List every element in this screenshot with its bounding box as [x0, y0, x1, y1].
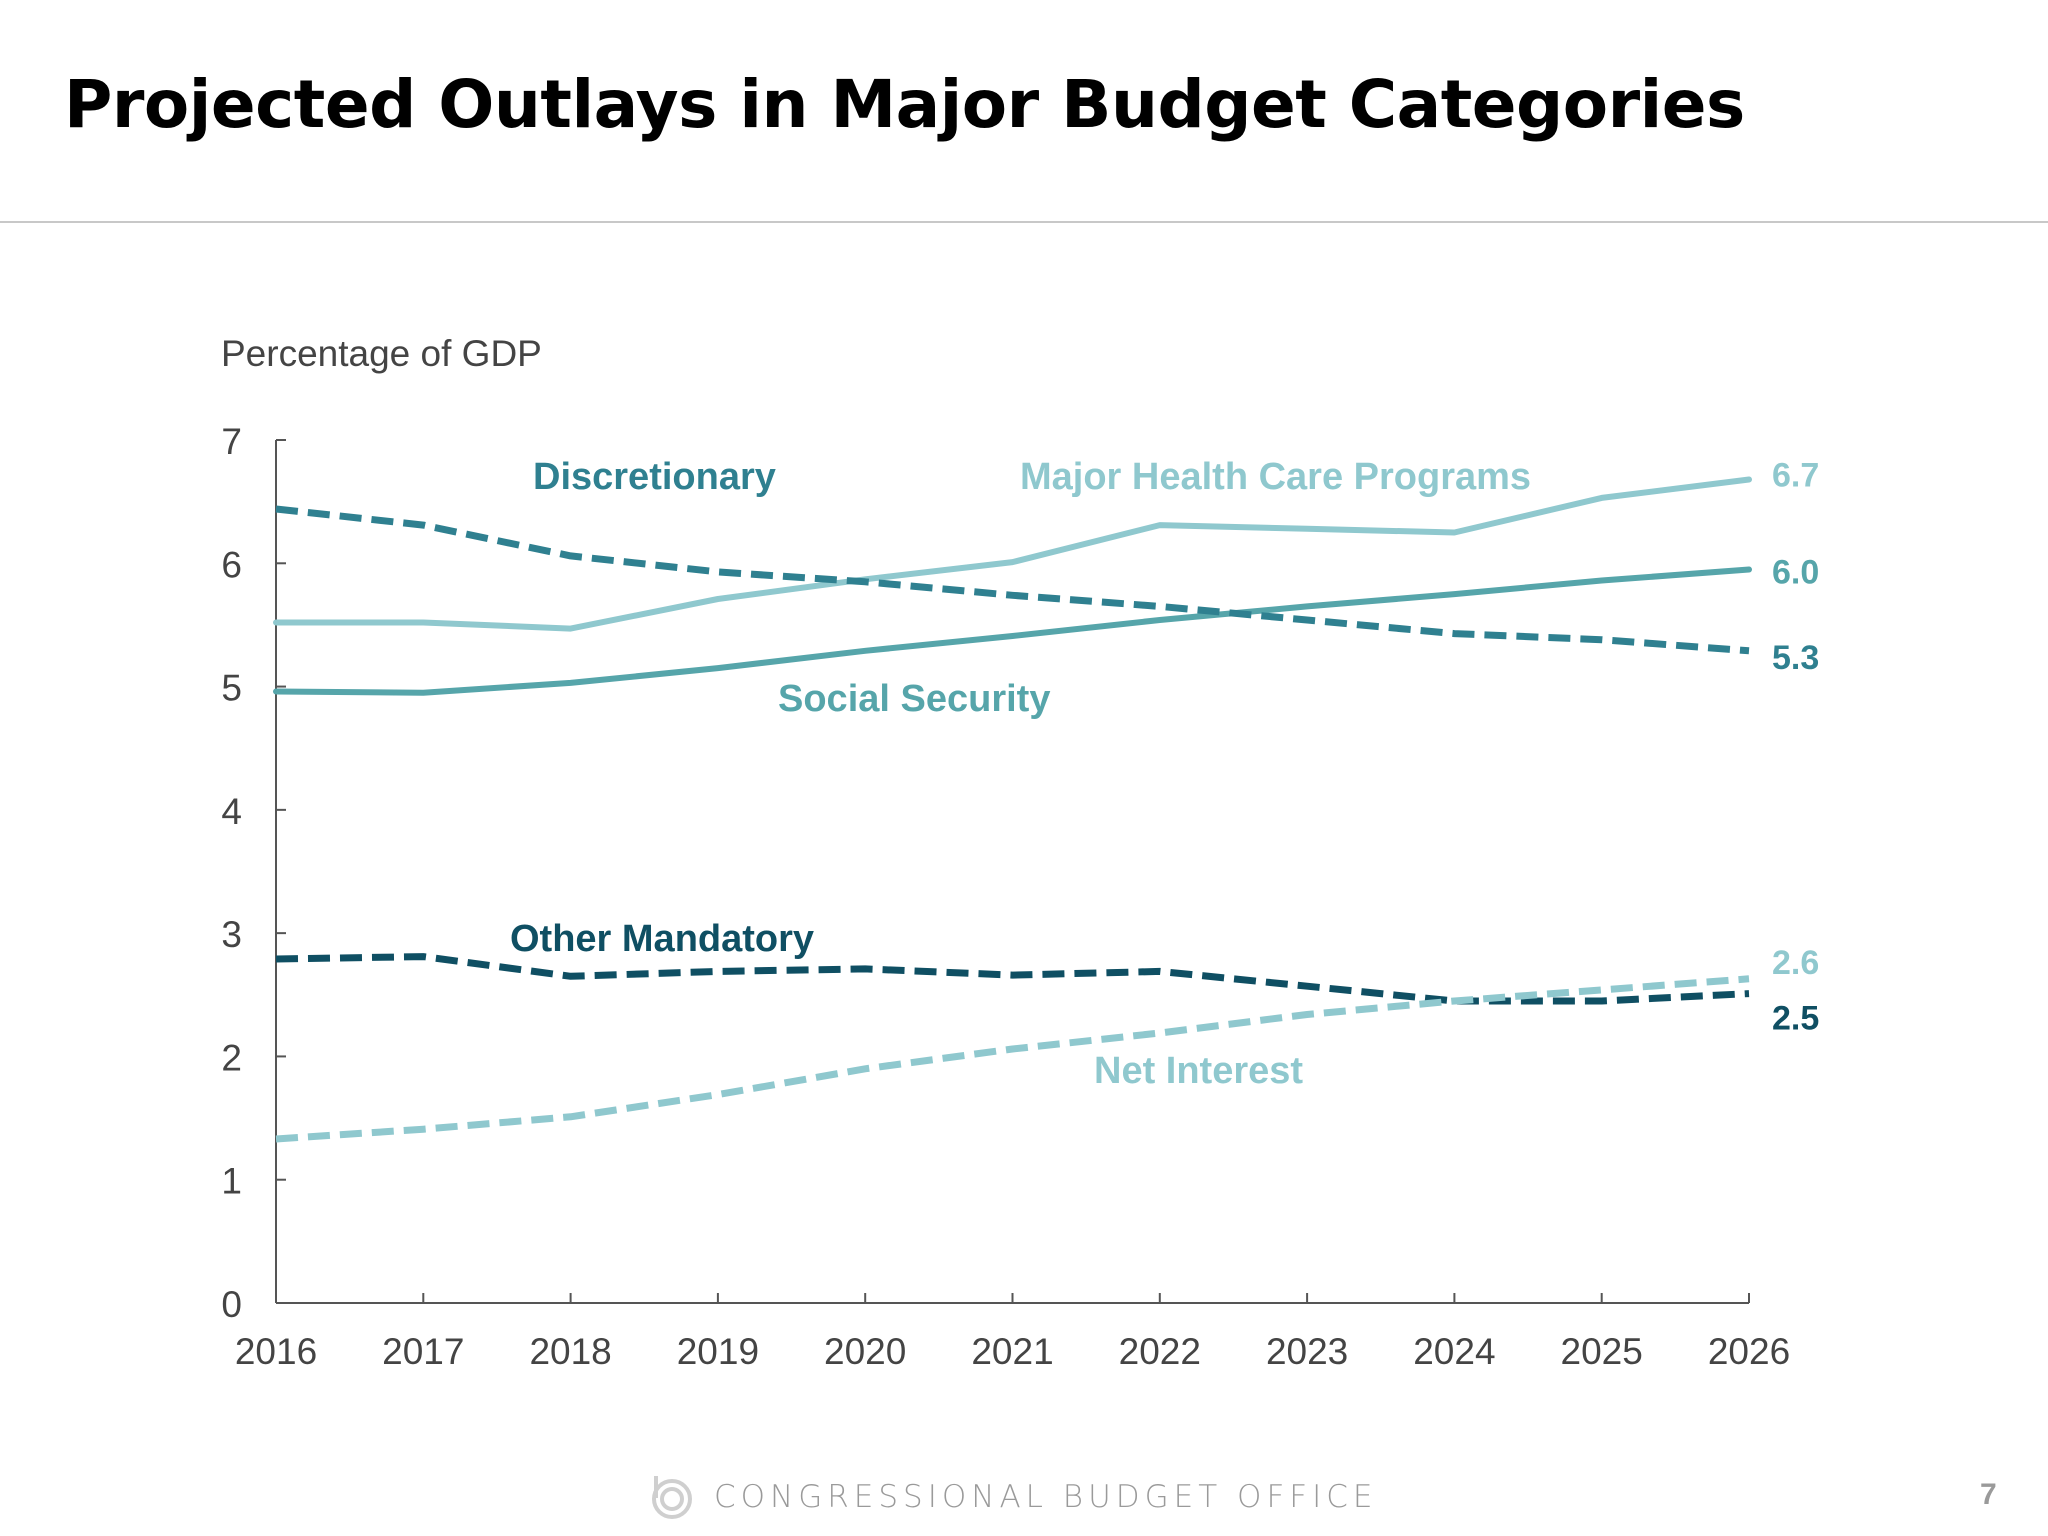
x-tick-label: 2019 [677, 1331, 759, 1372]
series-end-value-label: 6.7 [1772, 456, 1819, 494]
y-tick-label: 4 [221, 791, 242, 832]
series-labels: Major Health Care Programs 6.7 Social Secu… [510, 456, 1819, 1092]
y-tick-label: 6 [221, 544, 242, 585]
y-tick-label: 1 [221, 1161, 242, 1202]
y-tick-label: 7 [221, 421, 242, 462]
series-name-label: Social Security [778, 678, 1050, 720]
series-name-label: Net Interest [1094, 1050, 1303, 1092]
cbo-logo-icon [652, 1476, 692, 1519]
x-tick-label: 2021 [971, 1331, 1053, 1372]
x-tick-label: 2026 [1708, 1331, 1790, 1372]
y-axis-label: Percentage of GDP [221, 333, 542, 374]
series-line-discretionary [275, 505, 1750, 655]
series-name-label: Other Mandatory [510, 918, 814, 960]
y-tick-label: 5 [221, 668, 242, 709]
y-tick-label: 0 [221, 1284, 242, 1325]
footer-org-name: CONGRESSIONAL BUDGET OFFICE [714, 1479, 1378, 1515]
series-line-major-health-care-programs [273, 476, 1752, 632]
x-tick-label: 2016 [235, 1331, 317, 1372]
series-end-value-label: 2.5 [1772, 1000, 1819, 1038]
series-name-label: Discretionary [533, 456, 776, 498]
x-tick-label: 2023 [1266, 1331, 1348, 1372]
x-tick-label: 2018 [529, 1331, 611, 1372]
footer: CONGRESSIONAL BUDGET OFFICE [650, 1474, 1378, 1520]
x-tick-label: 2024 [1413, 1331, 1495, 1372]
axes: 0 1 2 3 4 5 6 7 2016 2017 2018 2019 2020 2021 2022 2023… [221, 421, 1790, 1372]
series-line-social-security [273, 566, 1752, 696]
title-divider [0, 221, 2048, 223]
series-end-value-label: 5.3 [1772, 639, 1819, 677]
series-lines [273, 476, 1752, 1143]
x-tick-label: 2022 [1119, 1331, 1201, 1372]
x-tick-label: 2025 [1561, 1331, 1643, 1372]
x-tick-label: 2017 [382, 1331, 464, 1372]
series-line-net-interest [275, 975, 1750, 1143]
page-number: 7 [1980, 1478, 1997, 1511]
page-title: Projected Outlays in Major Budget Catego… [64, 66, 1745, 143]
series-name-label: Major Health Care Programs [1020, 456, 1531, 498]
y-tick-label: 2 [221, 1037, 242, 1078]
series-line-other-mandatory [275, 953, 1750, 1005]
x-tick-label: 2020 [824, 1331, 906, 1372]
y-tick-label: 3 [221, 914, 242, 955]
series-end-value-label: 2.6 [1772, 944, 1819, 982]
series-end-value-label: 6.0 [1772, 553, 1819, 591]
